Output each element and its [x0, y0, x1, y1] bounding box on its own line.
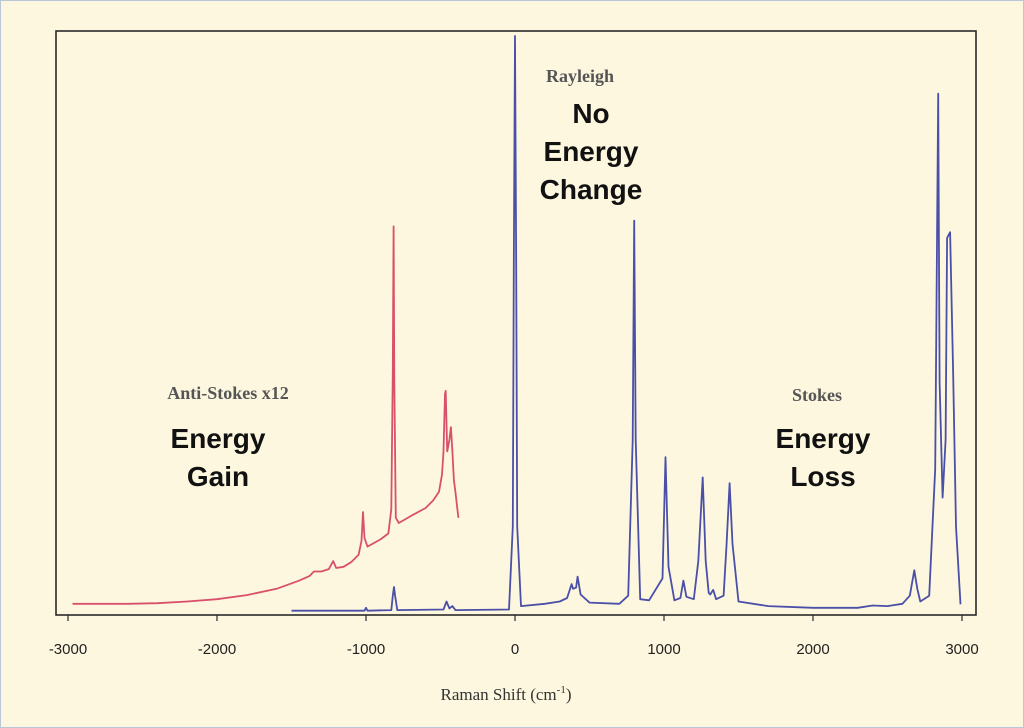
x-axis-title-end: )	[566, 685, 572, 704]
x-axis-title-main: Raman Shift (cm	[441, 685, 557, 704]
rayleigh-desc-line2: Energy	[544, 136, 639, 167]
x-tick-label: -2000	[198, 641, 236, 658]
x-axis-title: Raman Shift (cm-1)	[441, 684, 572, 704]
anti-stokes-series-line	[72, 225, 460, 605]
x-tick-label: 3000	[945, 641, 978, 658]
x-tick-label: -3000	[49, 641, 87, 658]
rayleigh-label: Rayleigh	[546, 66, 614, 86]
stokes-desc-line1: Energy	[776, 423, 871, 454]
x-tick-label: 1000	[647, 641, 680, 658]
x-tick-label: 0	[511, 641, 519, 658]
rayleigh-desc-line1: No	[572, 98, 609, 129]
stokes-rayleigh-series-line	[291, 35, 962, 612]
rayleigh-desc-line3: Change	[540, 174, 643, 205]
stokes-desc-line2: Loss	[790, 461, 855, 492]
x-tick-label: 2000	[796, 641, 829, 658]
anti-stokes-desc-line2: Gain	[187, 461, 249, 492]
anti-stokes-desc-line1: Energy	[171, 423, 266, 454]
x-axis-title-superscript: -1	[557, 684, 566, 696]
stokes-label: Stokes	[792, 385, 842, 405]
anti-stokes-label: Anti-Stokes x12	[167, 383, 289, 403]
x-tick-label: -1000	[347, 641, 385, 658]
x-axis: -3000 -2000 -1000 0 1000 2000 3000	[49, 615, 979, 658]
series-layer	[72, 35, 962, 612]
